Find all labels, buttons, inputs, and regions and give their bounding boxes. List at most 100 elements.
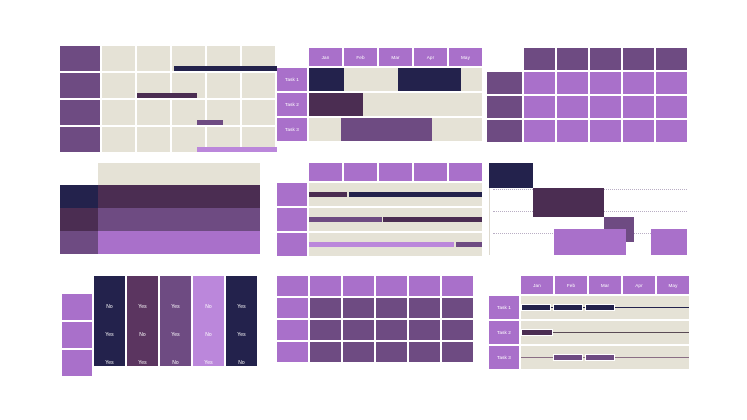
decision-cell[interactable]: Yes [226,322,257,348]
cell-label: May [668,282,678,288]
row-label: Task 3 [277,118,307,141]
matrix-cell[interactable] [409,320,440,340]
cell-label: Task 1 [497,305,511,310]
matrix-cell[interactable] [343,320,374,340]
progress-segment[interactable] [309,217,382,222]
waterfall-steps [489,163,687,255]
cell-label: Yes [237,304,246,310]
gantt-bar[interactable] [584,304,616,311]
decision-cell[interactable]: Yes [127,350,158,376]
gantt-bar[interactable] [552,304,584,311]
gantt-bar[interactable] [196,147,277,152]
row-label: Task 2 [277,93,307,116]
progress-segment[interactable] [309,192,348,197]
matrix-cell[interactable] [656,72,687,94]
gantt-block[interactable] [309,93,364,116]
gantt-month-lines: Jan Feb Mar Apr May Task 1 Task 2 Task 3 [489,276,689,369]
column-header [344,163,377,181]
gantt-bar[interactable] [584,354,616,361]
decision-cell[interactable]: No [193,322,224,348]
matrix-cell[interactable] [409,342,440,362]
decision-cell[interactable]: Yes [160,294,191,320]
gantt-bar[interactable] [137,93,197,98]
waterfall-step[interactable] [489,163,533,188]
matrix-cell[interactable] [310,342,341,362]
matrix-cell[interactable] [376,320,407,340]
gantt-bar[interactable] [196,120,223,125]
band-body[interactable] [98,231,260,254]
matrix-cell[interactable] [623,120,654,142]
progress-segment[interactable] [456,242,482,247]
progress-segment[interactable] [348,192,482,197]
gantt-bar[interactable] [173,66,277,71]
matrix-cell[interactable] [343,342,374,362]
matrix-cell[interactable] [524,120,555,142]
gantt-block[interactable] [309,68,344,91]
gantt-bar[interactable] [521,329,553,336]
matrix-cell[interactable] [442,298,473,318]
waterfall-step[interactable] [651,229,687,255]
progress-segment[interactable] [383,217,482,222]
band-body[interactable] [98,208,260,231]
decision-cell[interactable]: No [160,350,191,376]
matrix-cell[interactable] [376,342,407,362]
matrix-cell[interactable] [442,342,473,362]
column-header [623,48,654,70]
column-header: Apr [414,48,447,66]
row-label: Task 1 [489,296,519,319]
matrix-cell[interactable] [524,96,555,118]
gantt-block[interactable] [340,118,432,141]
decision-cell[interactable]: Yes [127,294,158,320]
matrix-cell[interactable] [310,298,341,318]
cell-label: Jan [321,54,330,60]
matrix-cell[interactable] [524,72,555,94]
matrix-cell[interactable] [623,96,654,118]
progress-segment[interactable] [309,242,455,247]
decision-cell[interactable]: Yes [226,294,257,320]
matrix-cell[interactable] [623,72,654,94]
matrix-cell[interactable] [590,120,621,142]
column-header [343,276,374,296]
matrix-cell[interactable] [590,72,621,94]
decision-cell[interactable]: No [226,350,257,376]
column-header: Feb [555,276,587,294]
matrix-cell[interactable] [656,96,687,118]
row-label [62,350,92,376]
decision-cell[interactable]: No [193,294,224,320]
waterfall-step[interactable] [532,187,604,218]
decision-cell[interactable]: Yes [94,350,125,376]
matrix-cell[interactable] [557,72,588,94]
column-header [557,48,588,70]
decision-cell[interactable]: Yes [94,322,125,348]
gantt-block[interactable] [398,68,462,91]
matrix-cell[interactable] [557,96,588,118]
cell-label: Yes [237,332,246,338]
decision-cell[interactable]: Yes [160,322,191,348]
matrix-cell[interactable] [656,120,687,142]
row-label [277,208,307,231]
matrix-cell[interactable] [409,298,440,318]
cell-label: Mar [600,282,610,288]
decision-column: No No Yes [193,276,224,366]
decision-cell[interactable]: No [127,322,158,348]
gantt-bar[interactable] [521,304,552,311]
waterfall-step[interactable] [554,229,626,255]
matrix-cell[interactable] [557,120,588,142]
grid-cell [137,127,170,152]
row-stub [277,298,308,318]
decision-column: Yes Yes No [160,276,191,366]
matrix-cell[interactable] [376,298,407,318]
cell-label: Task 3 [497,355,511,360]
band-body[interactable] [98,185,260,208]
cell-label: No [205,332,212,338]
matrix-cell[interactable] [310,320,341,340]
decision-cell[interactable]: Yes [193,350,224,376]
cell-label: Task 2 [497,330,511,335]
matrix-cell[interactable] [343,298,374,318]
gantt-bar[interactable] [552,354,584,361]
decision-cell[interactable]: No [94,294,125,320]
matrix-cell[interactable] [442,320,473,340]
matrix-cell[interactable] [590,96,621,118]
row-stub [60,73,100,98]
